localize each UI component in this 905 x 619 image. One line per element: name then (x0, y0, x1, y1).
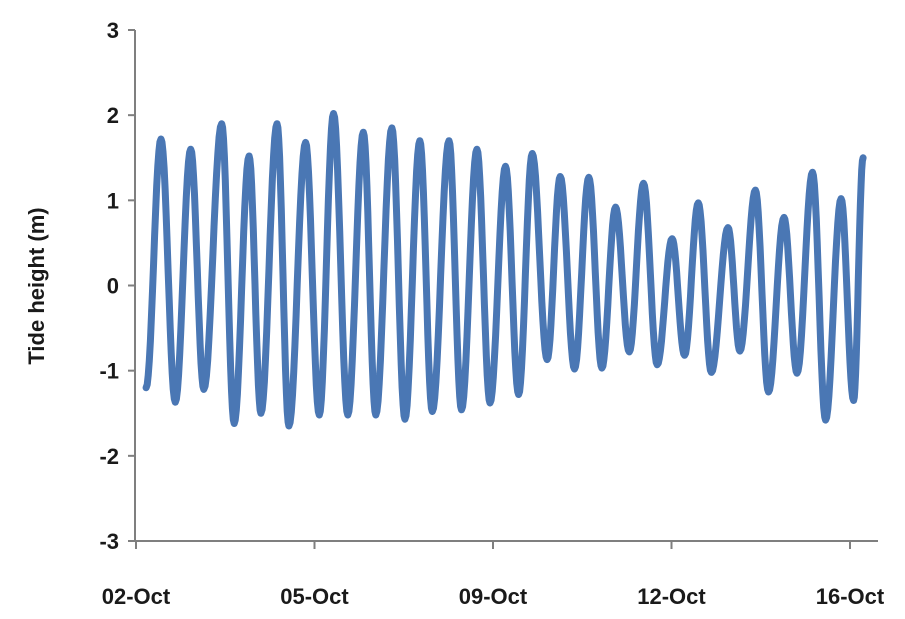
tide-extremum-point (726, 225, 730, 230)
tide-extremum-point (558, 174, 563, 179)
y-tick-label: -3 (99, 529, 119, 554)
y-tick-label: -2 (99, 444, 119, 469)
tide-extremum-point (599, 366, 604, 371)
tide-extremum-point (303, 140, 308, 145)
tide-extremum-point (361, 130, 366, 135)
y-axis-ticks: -3 -2 -1 0 1 2 3 (99, 18, 135, 554)
tide-extremum-point (201, 387, 206, 392)
x-tick-label: 16-Oct (816, 584, 885, 609)
tide-extremum-point (613, 205, 618, 210)
tide-extremum-point (709, 370, 714, 375)
tide-extremum-point (474, 147, 479, 152)
tide-extremum-point (861, 155, 866, 160)
tide-height-series-line (142, 110, 867, 430)
tide-extremum-point (488, 401, 492, 405)
tide-extremum-point (572, 367, 577, 371)
tide-extremum-point (545, 357, 550, 362)
tide-extremum-point (331, 111, 336, 116)
tide-extremum-point (753, 188, 758, 193)
tide-extremum-point (503, 164, 508, 169)
y-tick-label: 0 (107, 274, 119, 299)
tide-extremum-point (516, 392, 521, 397)
tide-extremum-point (839, 196, 844, 201)
y-axis-title: Tide height (m) (24, 207, 49, 364)
tide-extremum-point (737, 349, 742, 354)
plot-area (142, 110, 867, 430)
tide-extremum-point (530, 151, 535, 156)
x-axis-ticks: 02-Oct 05-Oct 09-Oct 12-Oct 16-Oct (102, 541, 885, 609)
tide-extremum-point (232, 421, 237, 426)
x-tick-label: 12-Oct (637, 584, 706, 609)
tide-extremum-point (810, 170, 815, 175)
y-tick-label: -1 (99, 359, 119, 384)
tide-extremum-point (670, 236, 675, 241)
tide-extremum-point (286, 424, 291, 428)
tide-extremum-point (345, 413, 350, 417)
y-tick-label: 3 (107, 18, 119, 43)
tide-extremum-point (655, 362, 660, 367)
tide-extremum-point (766, 390, 771, 394)
tide-extremum-point (402, 417, 407, 422)
tide-extremum-point (627, 349, 632, 354)
tide-extremum-point (188, 147, 193, 152)
tide-extremum-point (682, 353, 687, 358)
tide-extremum-point (258, 411, 263, 416)
x-tick-label: 02-Oct (102, 584, 171, 609)
tide-extremum-point (823, 418, 828, 423)
tide-extremum-point (447, 138, 451, 143)
tide-extremum-point (219, 121, 224, 126)
tide-extremum-point (247, 154, 252, 158)
tide-extremum-point (782, 215, 786, 220)
tide-extremum-point (389, 125, 394, 130)
tide-extremum-point (641, 181, 646, 186)
tide-extremum-point (173, 400, 178, 405)
tide-extremum-point (430, 409, 435, 414)
tide-extremum-point (275, 121, 279, 126)
tide-extremum-point (795, 371, 799, 376)
tide-extremum-point (317, 413, 322, 417)
tide-extremum-point (144, 385, 149, 390)
x-tick-label: 09-Oct (459, 584, 528, 609)
tide-extremum-point (459, 407, 464, 412)
tide-extremum-point (159, 137, 163, 141)
tide-extremum-point (373, 413, 378, 417)
tide-extremum-point (586, 175, 591, 180)
tide-extremum-point (696, 200, 701, 205)
x-tick-label: 05-Oct (280, 584, 349, 609)
tide-extremum-point (417, 138, 422, 143)
tide-extremum-point (851, 398, 856, 403)
y-tick-label: 1 (107, 188, 119, 213)
y-tick-label: 2 (107, 103, 119, 128)
